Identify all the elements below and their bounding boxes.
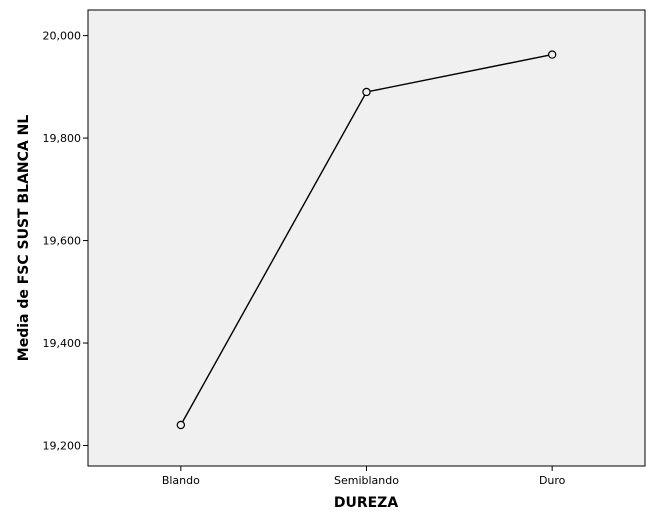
x-tick-label: Semiblando (334, 474, 399, 487)
x-axis-title: DUREZA (334, 495, 398, 511)
plot-area (87, 9, 646, 467)
y-axis-ticks: 19,200 19,400 19,600 19,800 20,000 (43, 30, 88, 453)
data-point-marker (547, 50, 557, 59)
data-point-marker (176, 420, 186, 430)
x-tick-label: Duro (539, 474, 566, 487)
data-point-marker (362, 87, 371, 97)
y-tick-label: 19,600 (43, 235, 82, 248)
x-tick-label: Blando (162, 474, 200, 487)
y-tick-label: 19,800 (43, 132, 82, 145)
y-axis-title: Media de FSC SUST BLANCA NL (16, 115, 32, 362)
x-axis-ticks: Blando Semiblando Duro (162, 466, 566, 487)
y-tick-label: 19,400 (43, 337, 82, 350)
series-markers (176, 50, 557, 430)
y-tick-label: 19,200 (43, 440, 82, 453)
y-tick-label: 20,000 (43, 30, 82, 43)
